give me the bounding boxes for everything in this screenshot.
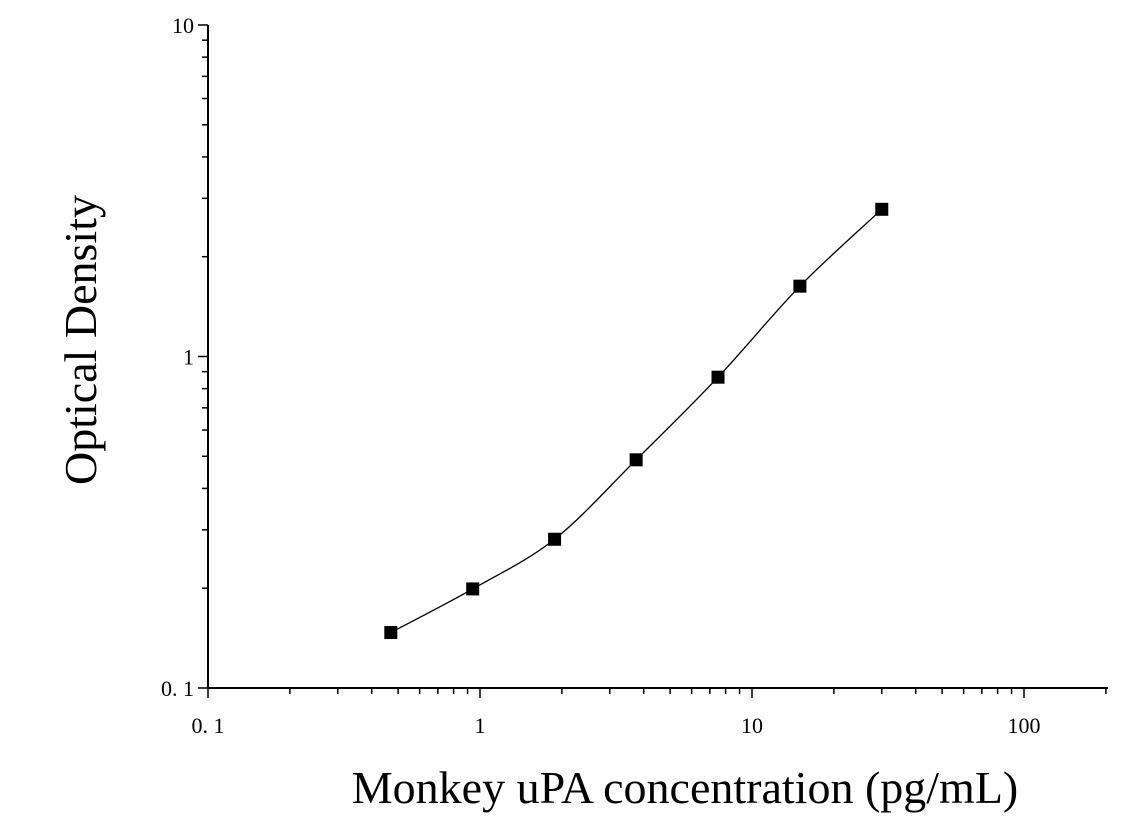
data-point — [384, 626, 398, 640]
data-point — [875, 202, 889, 216]
x-axis-title: Monkey uPA concentration (pg/mL) — [352, 762, 1018, 813]
x-tick-label: 0. 1 — [192, 713, 225, 738]
y-tick-label: 1 — [183, 345, 194, 370]
ticks — [198, 24, 1107, 698]
data-point — [793, 279, 807, 293]
data-point — [711, 370, 725, 384]
y-tick-label: 0. 1 — [161, 676, 194, 701]
y-axis-title: Optical Density — [55, 195, 106, 485]
data-points — [384, 202, 889, 640]
axes — [207, 25, 1108, 689]
fit-curve — [390, 208, 883, 634]
x-tick-label: 10 — [741, 713, 763, 738]
data-point — [548, 532, 562, 546]
x-tick-label: 1 — [475, 713, 486, 738]
data-point — [466, 582, 480, 596]
tick-labels: 0. 1 1 10 100 0. 1 1 10 — [161, 13, 1041, 738]
data-point — [629, 453, 643, 467]
y-tick-label: 10 — [172, 13, 194, 38]
x-tick-label: 100 — [1008, 713, 1041, 738]
